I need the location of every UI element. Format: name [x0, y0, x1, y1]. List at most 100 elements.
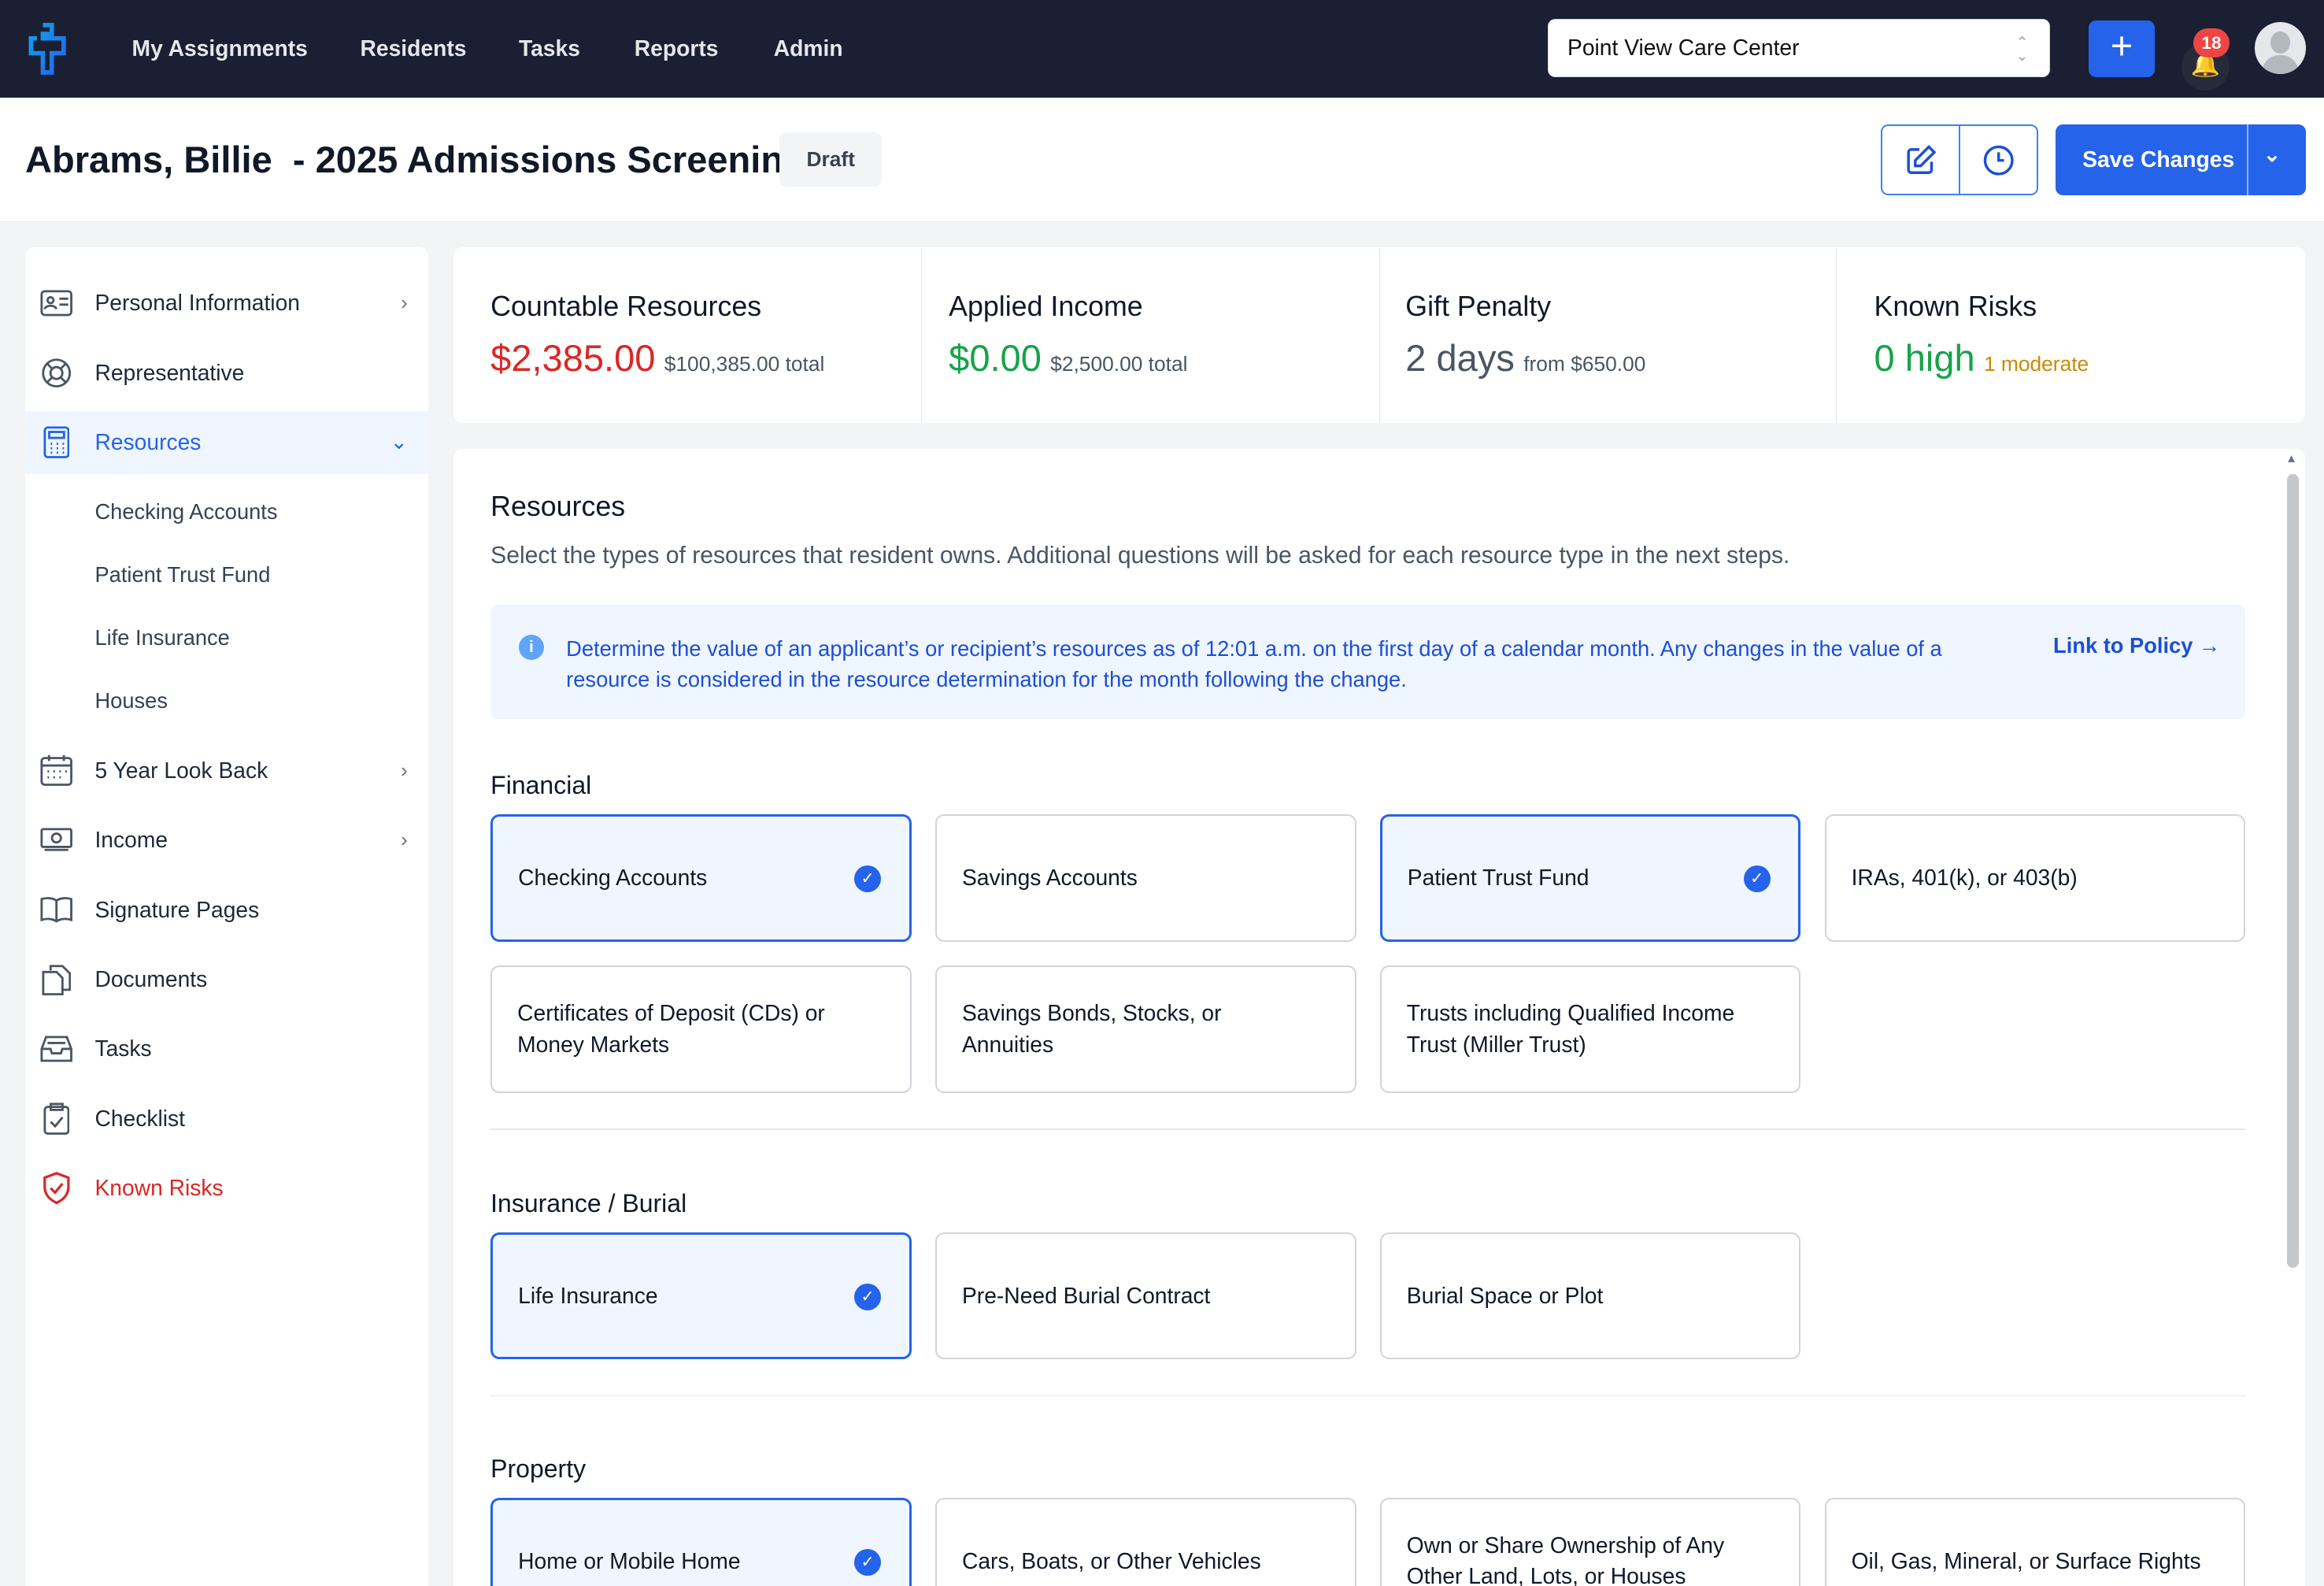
- id-card-icon: [40, 287, 72, 319]
- clipboard-check-icon: [40, 1102, 72, 1135]
- book-icon: [40, 893, 72, 925]
- sidebar-item-checklist[interactable]: Checklist: [25, 1087, 428, 1151]
- lifebuoy-icon: [40, 357, 72, 389]
- info-text: Determine the value of an applicant’s or…: [566, 636, 1942, 692]
- option-label: Savings Bonds, Stocks, or Annuities: [961, 1000, 1222, 1057]
- sidebar-item-resources[interactable]: Resources ⌄: [25, 410, 429, 475]
- nav-my-assignments[interactable]: My Assignments: [131, 35, 308, 61]
- cash-icon: [40, 824, 72, 856]
- facility-select[interactable]: Point View Care Center ⌃ ⌄: [1547, 19, 2050, 77]
- save-changes-button[interactable]: Save Changes ⌄: [2056, 124, 2307, 196]
- divider: [490, 1395, 2246, 1397]
- resource-option-card[interactable]: Savings Accounts: [934, 813, 1356, 942]
- resource-option-card[interactable]: IRAs, 401(k), or 403(b): [1824, 813, 2246, 942]
- resource-option-card[interactable]: Burial Space or Plot: [1379, 1232, 1801, 1360]
- stat-gift-penalty: Gift Penalty 2 days from $650.00: [1379, 247, 1836, 423]
- sidebar-subitem-patient-trust-fund[interactable]: Patient Trust Fund: [94, 561, 271, 587]
- resource-option-card[interactable]: Patient Trust Fund ✓: [1379, 813, 1801, 942]
- section-heading-insurance-burial: Insurance / Burial: [490, 1188, 687, 1217]
- resource-option-card[interactable]: Certificates of Deposit (CDs) or Money M…: [490, 965, 912, 1093]
- option-label: Own or Share Ownership of Any Other Land…: [1406, 1532, 1725, 1586]
- option-label: Certificates of Deposit (CDs) or Money M…: [517, 1000, 825, 1057]
- section-heading-financial: Financial: [490, 770, 592, 799]
- nav-residents[interactable]: Residents: [360, 35, 467, 61]
- top-navbar: My Assignments Residents Tasks Reports A…: [0, 0, 2324, 98]
- status-badge: Draft: [779, 132, 883, 187]
- info-icon: i: [518, 634, 544, 660]
- sidebar-item-income[interactable]: Income ›: [25, 808, 428, 872]
- scrollbar[interactable]: [2287, 474, 2300, 1268]
- option-label: Cars, Boats, or Other Vehicles: [961, 1547, 1261, 1573]
- policy-info-alert: i Determine the value of an applicant’s …: [490, 605, 2246, 720]
- inbox-icon: [40, 1032, 72, 1065]
- page-header: Abrams, Billie - 2025 Admissions Screeni…: [0, 98, 2324, 223]
- avatar[interactable]: [2254, 22, 2307, 75]
- shield-check-icon: [40, 1172, 72, 1205]
- calculator-icon: [40, 426, 72, 459]
- logo-icon[interactable]: [24, 22, 77, 76]
- option-label: Checking Accounts: [518, 864, 708, 890]
- sidebar-item-5-year-look-back[interactable]: 5 Year Look Back ›: [25, 739, 428, 802]
- nav-tasks[interactable]: Tasks: [518, 35, 580, 61]
- option-label: Savings Accounts: [961, 864, 1138, 890]
- check-circle-icon: ✓: [854, 865, 882, 892]
- option-label: IRAs, 401(k), or 403(b): [1851, 864, 2078, 890]
- sidebar-item-known-risks[interactable]: Known Risks: [25, 1157, 428, 1221]
- resource-option-card[interactable]: Cars, Boats, or Other Vehicles: [934, 1497, 1356, 1586]
- option-label: Home or Mobile Home: [518, 1547, 741, 1573]
- section-title: Resources: [490, 491, 626, 523]
- resource-option-card[interactable]: Savings Bonds, Stocks, or Annuities: [934, 965, 1356, 1093]
- chevron-down-icon[interactable]: ⌄: [2263, 142, 2281, 166]
- option-label: Pre-Need Burial Contract: [961, 1282, 1211, 1308]
- sidebar-item-signature-pages[interactable]: Signature Pages: [25, 878, 428, 942]
- clock-icon: [1983, 145, 2014, 176]
- option-label: Patient Trust Fund: [1407, 864, 1589, 890]
- sidebar: Personal Information › Representative Res…: [25, 247, 429, 1586]
- edit-button[interactable]: [1882, 126, 1959, 194]
- history-button[interactable]: [1958, 126, 2037, 195]
- stat-countable-resources: Countable Resources $2,385.00 $100,385.00 …: [490, 291, 825, 379]
- sidebar-item-personal-information[interactable]: Personal Information ›: [25, 272, 428, 335]
- chevron-up-down-icon: ⌃ ⌄: [2015, 34, 2029, 65]
- sidebar-subitem-checking-accounts[interactable]: Checking Accounts: [94, 499, 278, 524]
- sidebar-item-representative[interactable]: Representative: [25, 341, 428, 405]
- option-label: Trusts including Qualified Income Trust …: [1406, 1000, 1735, 1057]
- resource-option-card[interactable]: Own or Share Ownership of Any Other Land…: [1379, 1497, 1801, 1586]
- link-to-policy[interactable]: Link to Policy →: [2053, 632, 2221, 658]
- save-label: Save Changes: [2082, 146, 2235, 172]
- nav-reports[interactable]: Reports: [634, 35, 719, 61]
- documents-icon: [40, 963, 72, 995]
- option-label: Burial Space or Plot: [1406, 1282, 1604, 1308]
- resource-option-card[interactable]: Home or Mobile Home ✓: [490, 1497, 912, 1586]
- divider: [490, 1128, 2246, 1130]
- option-label: Oil, Gas, Mineral, or Surface Rights: [1851, 1547, 2201, 1573]
- facility-value: Point View Care Center: [1567, 35, 1800, 61]
- scroll-up-arrow[interactable]: ▲: [2285, 452, 2298, 466]
- stat-known-risks: Known Risks 0 high 1 moderate: [1836, 247, 2304, 423]
- summary-stats: Countable Resources $2,385.00 $100,385.00 …: [453, 247, 2305, 423]
- calendar-icon: [40, 754, 72, 787]
- check-circle-icon: ✓: [854, 1283, 882, 1310]
- section-description: Select the types of resources that resid…: [490, 543, 1790, 569]
- check-circle-icon: ✓: [854, 1548, 882, 1576]
- sidebar-item-tasks[interactable]: Tasks: [25, 1017, 428, 1081]
- sidebar-subitem-life-insurance[interactable]: Life Insurance: [94, 625, 230, 650]
- nav-admin[interactable]: Admin: [773, 35, 843, 61]
- resource-option-card[interactable]: Pre-Need Burial Contract: [934, 1232, 1356, 1360]
- resource-option-card[interactable]: Life Insurance ✓: [490, 1232, 912, 1360]
- resource-option-card[interactable]: Trusts including Qualified Income Trust …: [1379, 965, 1801, 1093]
- notification-badge: 18: [2193, 28, 2230, 58]
- option-label: Life Insurance: [518, 1282, 658, 1308]
- edit-icon: [1907, 144, 1937, 174]
- resource-option-card[interactable]: Checking Accounts ✓: [490, 813, 912, 942]
- resources-panel: Resources Select the types of resources …: [453, 449, 2305, 1586]
- stat-applied-income: Applied Income $0.00 $2,500.00 total: [921, 247, 1379, 423]
- section-heading-property: Property: [490, 1454, 587, 1483]
- sidebar-subitem-houses[interactable]: Houses: [94, 687, 168, 713]
- action-buttons: [1881, 124, 2038, 196]
- page-title: Abrams, Billie - 2025 Admissions Screeni…: [25, 139, 806, 181]
- resource-option-card[interactable]: Oil, Gas, Mineral, or Surface Rights: [1824, 1497, 2246, 1586]
- check-circle-icon: ✓: [1743, 865, 1771, 892]
- add-button[interactable]: +: [2088, 20, 2156, 77]
- sidebar-item-documents[interactable]: Documents: [25, 947, 428, 1011]
